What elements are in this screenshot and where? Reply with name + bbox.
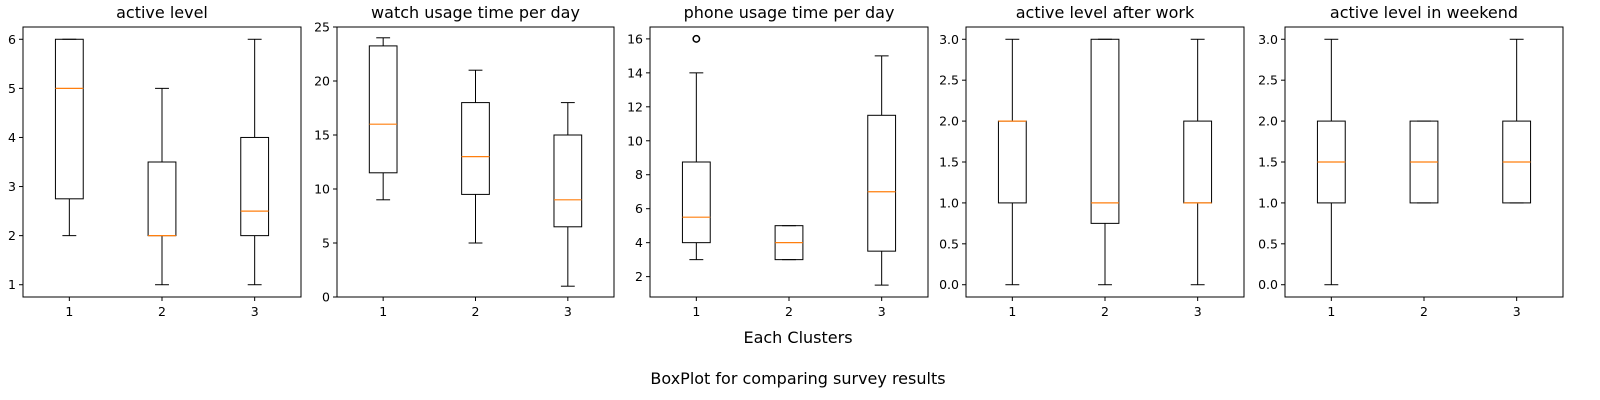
x-tick-label: 2 — [785, 304, 793, 319]
y-tick-label: 3.0 — [939, 32, 959, 47]
chart-panel-1: active level 1 2 3 4 5 6 1 2 3 — [8, 3, 302, 319]
box-2 — [461, 69, 490, 244]
y-tick-label: 0 — [322, 290, 330, 305]
chart-panel-4: active level after work 0.0 0.5 1.0 1.5 2.0 2.… — [939, 3, 1245, 319]
box-2 — [147, 87, 177, 286]
axes-frame — [649, 26, 929, 298]
box-3 — [240, 38, 270, 286]
y-tick-label: 1.5 — [1258, 155, 1278, 170]
x-tick-label: 3 — [1513, 304, 1521, 319]
x-tick-label: 2 — [472, 304, 480, 319]
y-tick-label: 12 — [627, 99, 643, 114]
x-tick-label: 2 — [158, 304, 166, 319]
figure-xlabel: Each Clusters — [743, 328, 852, 347]
box-2 — [774, 225, 804, 261]
box-1 — [1316, 38, 1346, 286]
y-tick-label: 2 — [635, 269, 643, 284]
y-tick-label: 4 — [635, 235, 643, 250]
box-iqr — [1090, 38, 1120, 224]
y-tick-label: 1.0 — [939, 195, 959, 210]
y-tick-label: 25 — [314, 20, 330, 35]
y-tick-label: 2.0 — [939, 114, 959, 129]
y-tick-label: 1 — [8, 277, 16, 292]
x-tick-label: 3 — [564, 304, 572, 319]
box-3 — [553, 102, 583, 287]
x-tick-label: 2 — [1101, 304, 1109, 319]
x-tick-label: 2 — [1420, 304, 1428, 319]
chart-panel-2: watch usage time per day 0 5 10 15 20 25 1 2 3 — [314, 3, 615, 319]
y-tick-label: 10 — [314, 182, 330, 197]
chart-panel-5: active level in weekend 0.0 0.5 1.0 1.5 2.0 2.… — [1258, 3, 1564, 319]
box-iqr — [867, 114, 897, 252]
outlier-point — [692, 34, 701, 43]
y-tick-label: 0.5 — [939, 236, 959, 251]
y-tick-label: 20 — [314, 74, 330, 89]
x-tick-label: 1 — [1008, 304, 1016, 319]
box-1 — [681, 34, 711, 261]
y-tick-label: 0.0 — [939, 277, 959, 292]
box-iqr — [553, 134, 583, 228]
y-tick-label: 0.0 — [1258, 277, 1278, 292]
x-tick-label: 1 — [1327, 304, 1335, 319]
y-tick-label: 16 — [627, 31, 643, 46]
box-iqr — [461, 102, 490, 195]
box-1 — [54, 38, 84, 237]
y-tick-label: 10 — [627, 133, 643, 148]
box-3 — [1502, 38, 1532, 204]
axes-frame — [22, 26, 302, 298]
chart-title: phone usage time per day — [684, 3, 895, 22]
y-tick-label: 2.5 — [1258, 73, 1278, 88]
y-tick-label: 8 — [635, 167, 643, 182]
y-tick-label: 1.5 — [939, 155, 959, 170]
y-tick-label: 5 — [322, 236, 330, 251]
x-tick-label: 3 — [878, 304, 886, 319]
y-tick-label: 3.0 — [1258, 32, 1278, 47]
x-tick-label: 3 — [251, 304, 259, 319]
x-tick-label: 1 — [65, 304, 73, 319]
axes-frame — [336, 26, 615, 298]
box-1 — [997, 38, 1027, 286]
box-iqr — [681, 161, 711, 244]
box-3 — [1183, 38, 1213, 286]
y-tick-label: 0.5 — [1258, 236, 1278, 251]
y-tick-label: 4 — [8, 130, 16, 145]
y-tick-label: 14 — [627, 65, 643, 80]
axes-frame — [965, 26, 1245, 298]
y-tick-label: 1.0 — [1258, 195, 1278, 210]
box-1 — [368, 37, 398, 201]
box-2 — [1409, 120, 1439, 204]
chart-title: active level after work — [1016, 3, 1195, 22]
box-iqr — [54, 38, 84, 200]
box-2 — [1090, 38, 1120, 286]
y-tick-label: 5 — [8, 81, 16, 96]
y-tick-label: 3 — [8, 179, 16, 194]
chart-title: active level in weekend — [1330, 3, 1518, 22]
box-iqr — [240, 136, 270, 237]
y-tick-label: 2.5 — [939, 73, 959, 88]
y-tick-label: 15 — [314, 128, 330, 143]
x-tick-label: 1 — [379, 304, 387, 319]
x-tick-label: 1 — [692, 304, 700, 319]
box-iqr — [368, 45, 398, 174]
y-tick-label: 2.0 — [1258, 114, 1278, 129]
chart-title: watch usage time per day — [371, 3, 580, 22]
axes-frame — [1284, 26, 1564, 298]
chart-title: active level — [116, 3, 208, 22]
box-3 — [867, 55, 897, 286]
x-tick-label: 3 — [1194, 304, 1202, 319]
y-tick-label: 6 — [8, 32, 16, 47]
y-tick-label: 2 — [8, 228, 16, 243]
figure-caption: BoxPlot for comparing survey results — [650, 369, 945, 388]
y-tick-label: 6 — [635, 201, 643, 216]
